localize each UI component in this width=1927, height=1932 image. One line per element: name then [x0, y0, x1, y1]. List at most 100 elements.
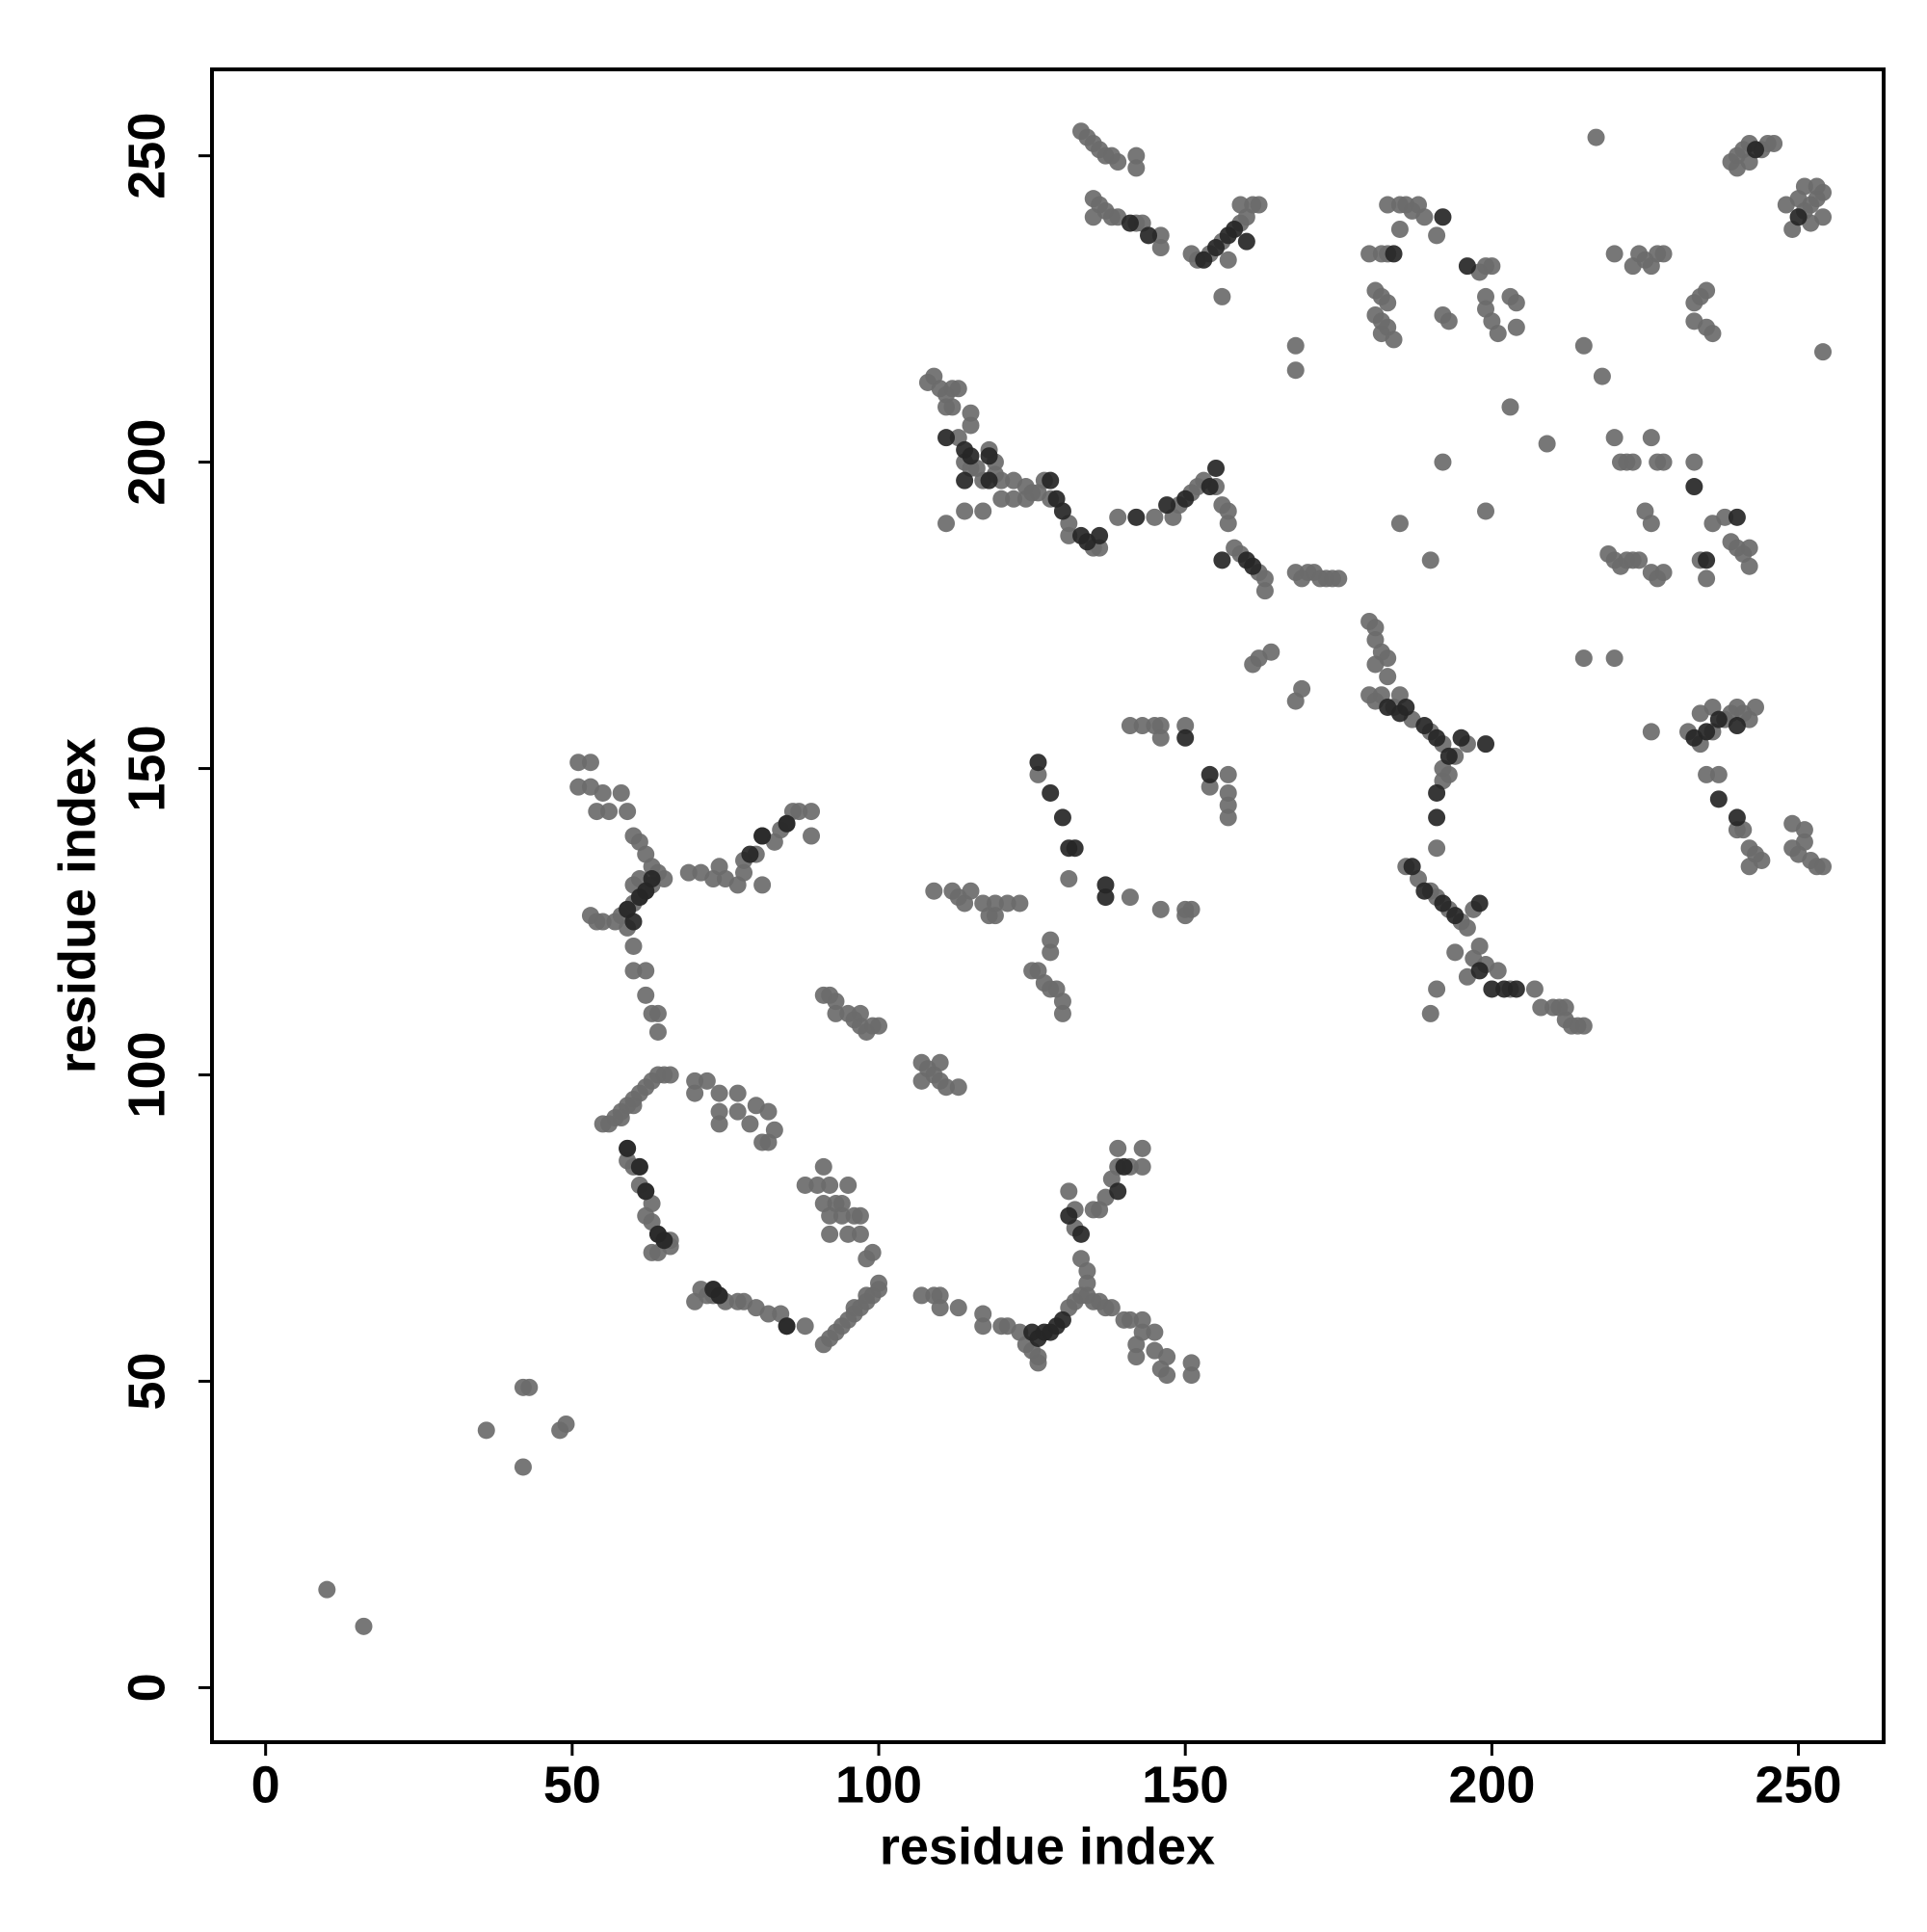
point	[937, 515, 956, 533]
point	[839, 1225, 858, 1243]
point	[1158, 1366, 1176, 1385]
point	[661, 1066, 679, 1084]
point	[1452, 728, 1470, 747]
x-axis-title: residue index	[880, 1817, 1215, 1875]
point	[1421, 1004, 1439, 1022]
point	[778, 1317, 796, 1336]
point	[692, 1281, 710, 1299]
point	[765, 1121, 783, 1139]
y-tick-label: 0	[118, 1673, 175, 1702]
point	[845, 1299, 863, 1317]
point	[1415, 882, 1434, 900]
y-tick-label: 250	[118, 113, 175, 199]
point	[624, 937, 643, 955]
point	[1434, 453, 1452, 471]
point	[1060, 526, 1078, 544]
point	[1605, 649, 1623, 668]
point	[827, 992, 845, 1011]
point	[1330, 569, 1348, 588]
point	[637, 986, 655, 1004]
point	[1483, 980, 1501, 998]
point	[1255, 582, 1274, 600]
point	[686, 1084, 704, 1102]
point	[1231, 196, 1250, 214]
point	[753, 827, 772, 845]
point	[1379, 196, 1397, 214]
point	[710, 1286, 728, 1305]
point	[1029, 765, 1047, 783]
point	[698, 1072, 716, 1090]
point	[1489, 325, 1507, 343]
point	[1176, 717, 1195, 735]
point	[1458, 257, 1476, 276]
point	[477, 1421, 495, 1440]
point	[1109, 1139, 1127, 1157]
point	[974, 1305, 992, 1323]
point	[1042, 471, 1060, 490]
point	[1096, 876, 1115, 894]
point	[808, 1176, 827, 1194]
point	[1507, 318, 1525, 336]
point	[637, 962, 655, 980]
point	[1133, 1139, 1151, 1157]
point	[956, 502, 974, 520]
point	[1728, 808, 1746, 827]
point	[803, 803, 821, 821]
point	[1286, 336, 1305, 355]
point	[1605, 245, 1623, 263]
point	[931, 1286, 949, 1305]
point	[612, 783, 630, 802]
point	[1219, 783, 1237, 802]
point	[514, 1458, 532, 1476]
point	[962, 882, 980, 900]
point	[1439, 747, 1458, 765]
point	[1053, 992, 1071, 1011]
point	[1654, 453, 1673, 471]
point	[594, 783, 612, 802]
point	[648, 1004, 667, 1022]
point	[679, 863, 698, 882]
point	[1219, 765, 1237, 783]
point	[1716, 508, 1734, 526]
point	[1740, 557, 1758, 575]
point	[1698, 551, 1716, 569]
point	[741, 845, 759, 863]
point	[1390, 515, 1409, 533]
point	[1654, 564, 1673, 582]
point	[931, 1299, 949, 1317]
point	[648, 1022, 667, 1041]
point	[710, 1102, 728, 1121]
point	[1439, 765, 1458, 783]
point	[728, 1084, 747, 1102]
point	[624, 1097, 643, 1115]
point	[1390, 220, 1409, 238]
point	[1127, 1336, 1146, 1354]
point	[937, 398, 956, 416]
point	[1213, 287, 1231, 305]
point	[1814, 343, 1833, 361]
point	[937, 1078, 956, 1097]
point	[1201, 478, 1219, 496]
point	[1446, 943, 1465, 962]
point	[974, 502, 992, 520]
point	[1434, 894, 1452, 913]
x-tick-label: 100	[835, 1756, 922, 1813]
point	[1366, 655, 1385, 674]
point	[1109, 508, 1127, 526]
point	[1078, 1261, 1096, 1280]
point	[851, 1206, 869, 1225]
point	[1195, 251, 1213, 269]
point	[1795, 821, 1813, 839]
point	[998, 894, 1016, 913]
point	[1091, 526, 1109, 544]
point	[962, 404, 980, 422]
point	[1042, 783, 1060, 802]
point	[728, 1102, 747, 1121]
points	[318, 122, 1833, 1635]
point	[992, 490, 1011, 508]
point	[1428, 839, 1446, 858]
point	[1415, 208, 1434, 226]
point	[1140, 226, 1158, 245]
point	[814, 1157, 832, 1176]
